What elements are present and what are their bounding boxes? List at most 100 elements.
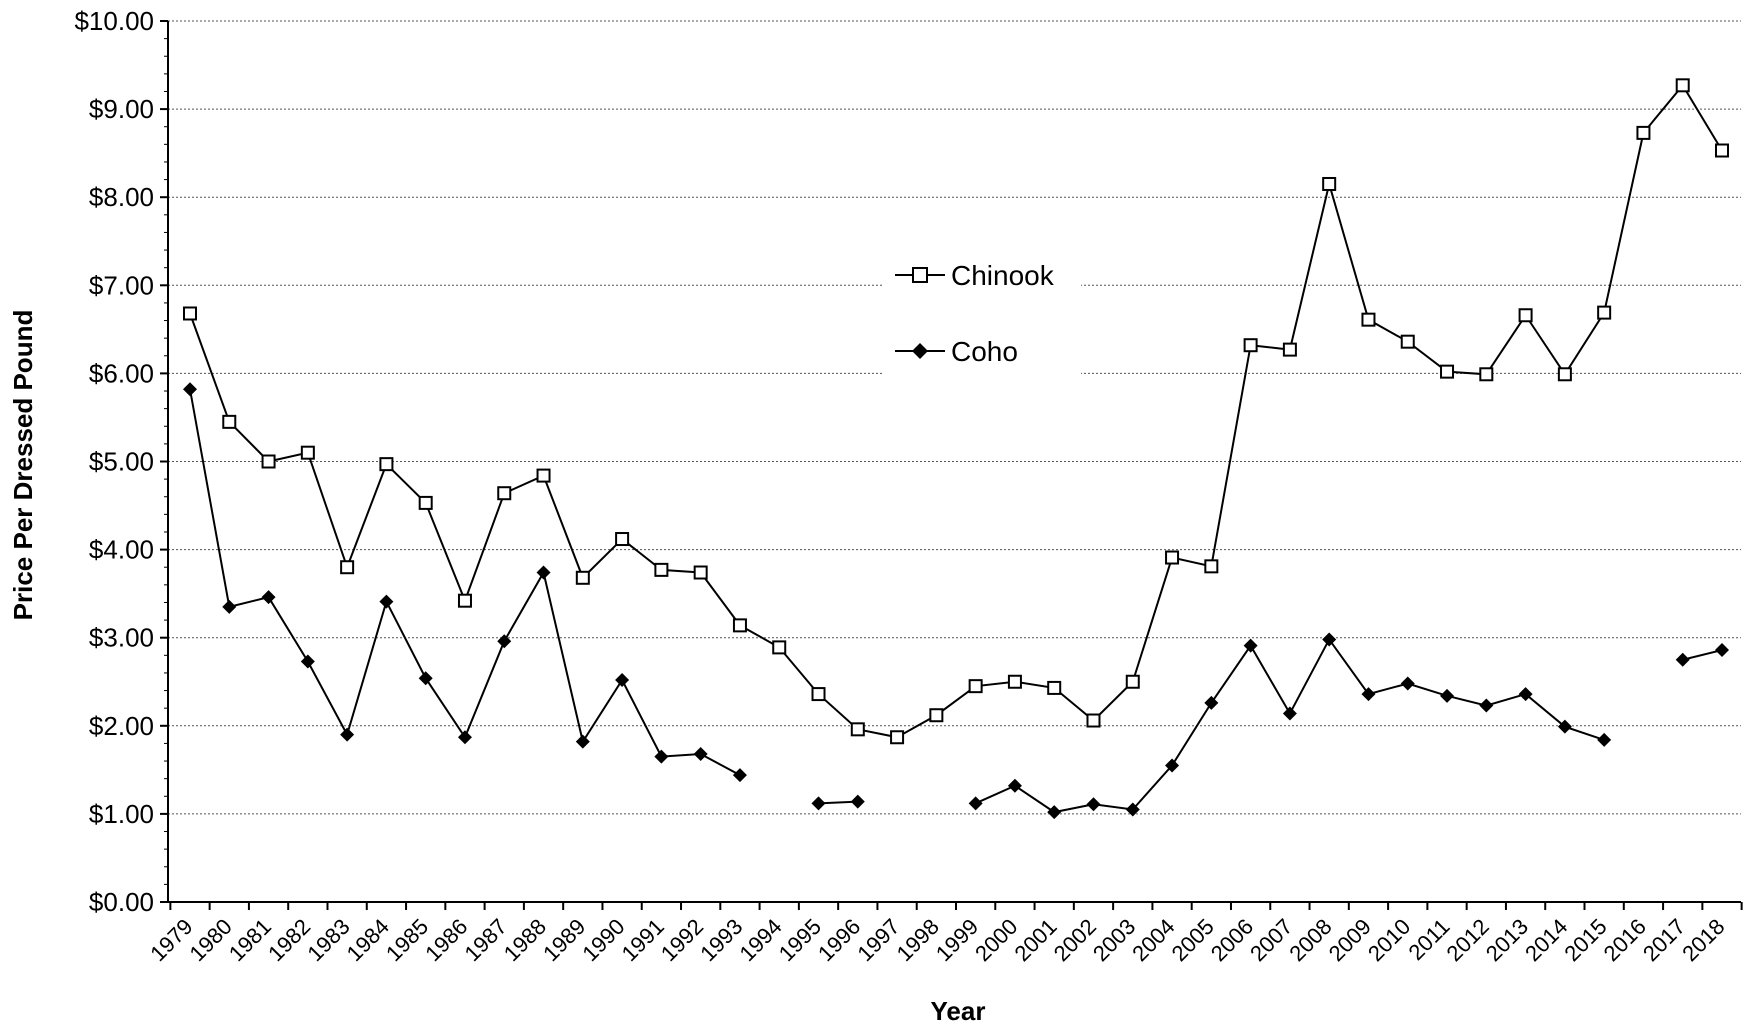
chinook-point <box>536 468 551 483</box>
x-tick-label: 2017 <box>1638 914 1690 966</box>
y-tick-label: $1.00 <box>89 799 154 829</box>
chinook-point <box>968 679 983 694</box>
x-tick-label: 1996 <box>813 914 865 966</box>
chinook-point <box>732 618 747 633</box>
x-tick-label: 2009 <box>1324 914 1376 966</box>
x-tick-label: 2001 <box>1009 914 1061 966</box>
chinook-point <box>379 457 394 472</box>
coho-line <box>189 389 741 777</box>
x-tick-label: 2012 <box>1442 914 1494 966</box>
legend: Chinook Coho <box>883 248 1081 378</box>
coho-point <box>536 565 551 580</box>
x-tick-label: 1994 <box>734 914 786 966</box>
y-axis-label: Price Per Dressed Pound <box>8 310 38 621</box>
x-tick-label: 1988 <box>499 914 551 966</box>
coho-point <box>575 734 590 749</box>
chinook-point <box>929 708 944 723</box>
chinook-point <box>693 565 708 580</box>
coho-point <box>1204 695 1219 710</box>
chinook-point <box>1715 143 1729 158</box>
coho-point <box>1479 698 1494 713</box>
coho-point <box>1518 687 1533 702</box>
x-tick-label: 2010 <box>1363 914 1415 966</box>
chinook-point <box>1125 674 1140 689</box>
x-tick-label: 1986 <box>420 914 472 966</box>
x-tick-label: 2005 <box>1167 914 1219 966</box>
chinook-point <box>1165 550 1180 565</box>
chinook-point <box>222 414 237 429</box>
axes <box>160 20 1743 910</box>
coho-point <box>1125 802 1140 817</box>
chinook-point <box>1282 342 1297 357</box>
x-tick-label: 1985 <box>381 914 433 966</box>
series-coho <box>183 382 1729 820</box>
legend-coho-label: Coho <box>951 336 1018 367</box>
x-tick-label: 1997 <box>852 914 904 966</box>
chinook-point <box>1675 78 1690 93</box>
chinook-point <box>772 640 787 655</box>
chinook-point <box>1518 308 1533 323</box>
chinook-point <box>1086 713 1101 728</box>
coho-point <box>1400 676 1415 691</box>
coho-point <box>261 590 276 605</box>
coho-point <box>457 730 472 745</box>
y-tick-label: $6.00 <box>89 358 154 388</box>
chinook-point <box>300 445 315 460</box>
chinook-point <box>497 486 512 501</box>
legend-chinook-label: Chinook <box>951 260 1055 291</box>
gridlines <box>168 20 1741 815</box>
x-tick-label: 1998 <box>892 914 944 966</box>
x-tick-label: 1983 <box>302 914 354 966</box>
coho-point <box>1715 643 1729 658</box>
chinook-point <box>1204 559 1219 574</box>
x-tick-label: 2016 <box>1599 914 1651 966</box>
coho-point <box>222 599 237 614</box>
coho-point <box>968 796 983 811</box>
coho-point <box>1440 688 1455 703</box>
coho-point <box>1322 632 1337 647</box>
chinook-point <box>890 730 905 745</box>
chinook-point <box>1636 125 1651 140</box>
series <box>183 78 1729 820</box>
coho-point <box>1086 797 1101 812</box>
x-tick-label: 1999 <box>931 914 983 966</box>
chinook-point <box>575 570 590 585</box>
x-tick-label: 1990 <box>577 914 629 966</box>
coho-line <box>1682 649 1723 661</box>
chinook-point <box>811 687 826 702</box>
x-tick-label: 2013 <box>1481 914 1533 966</box>
x-tick-label: 1992 <box>656 914 708 966</box>
coho-point <box>1243 638 1258 653</box>
x-tick-label: 1989 <box>538 914 590 966</box>
y-tick-label: $3.00 <box>89 623 154 653</box>
x-tick-label: 1991 <box>617 914 669 966</box>
chinook-point <box>1047 680 1062 695</box>
coho-point <box>1282 706 1297 721</box>
x-tick-label: 1982 <box>263 914 315 966</box>
x-tick-label: 1987 <box>459 914 511 966</box>
chinook-point <box>418 495 433 510</box>
coho-point <box>1047 805 1062 820</box>
chinook-point <box>850 722 865 737</box>
chinook-point <box>1597 305 1612 320</box>
chinook-point <box>615 532 630 547</box>
x-tick-label: 2011 <box>1403 914 1454 965</box>
y-tick-label: $0.00 <box>89 887 154 917</box>
legend-coho-marker <box>912 343 928 359</box>
chinook-point <box>1557 367 1572 382</box>
coho-point <box>418 671 433 686</box>
chinook-point <box>340 560 355 575</box>
chinook-point <box>1361 312 1376 327</box>
y-tick-labels: $0.00 $1.00 $2.00 $3.00 $4.00 $5.00 $6.00 $7.00… <box>74 6 154 917</box>
y-tick-label: $5.00 <box>89 447 154 477</box>
coho-point <box>183 382 197 397</box>
chinook-point <box>1400 334 1415 349</box>
x-tick-label: 2014 <box>1520 914 1572 966</box>
chinook-point <box>457 593 472 608</box>
chinook-point <box>261 454 276 469</box>
y-tick-label: $4.00 <box>89 535 154 565</box>
coho-point <box>340 727 355 742</box>
coho-point <box>1597 732 1612 747</box>
x-tick-label: 2006 <box>1206 914 1258 966</box>
